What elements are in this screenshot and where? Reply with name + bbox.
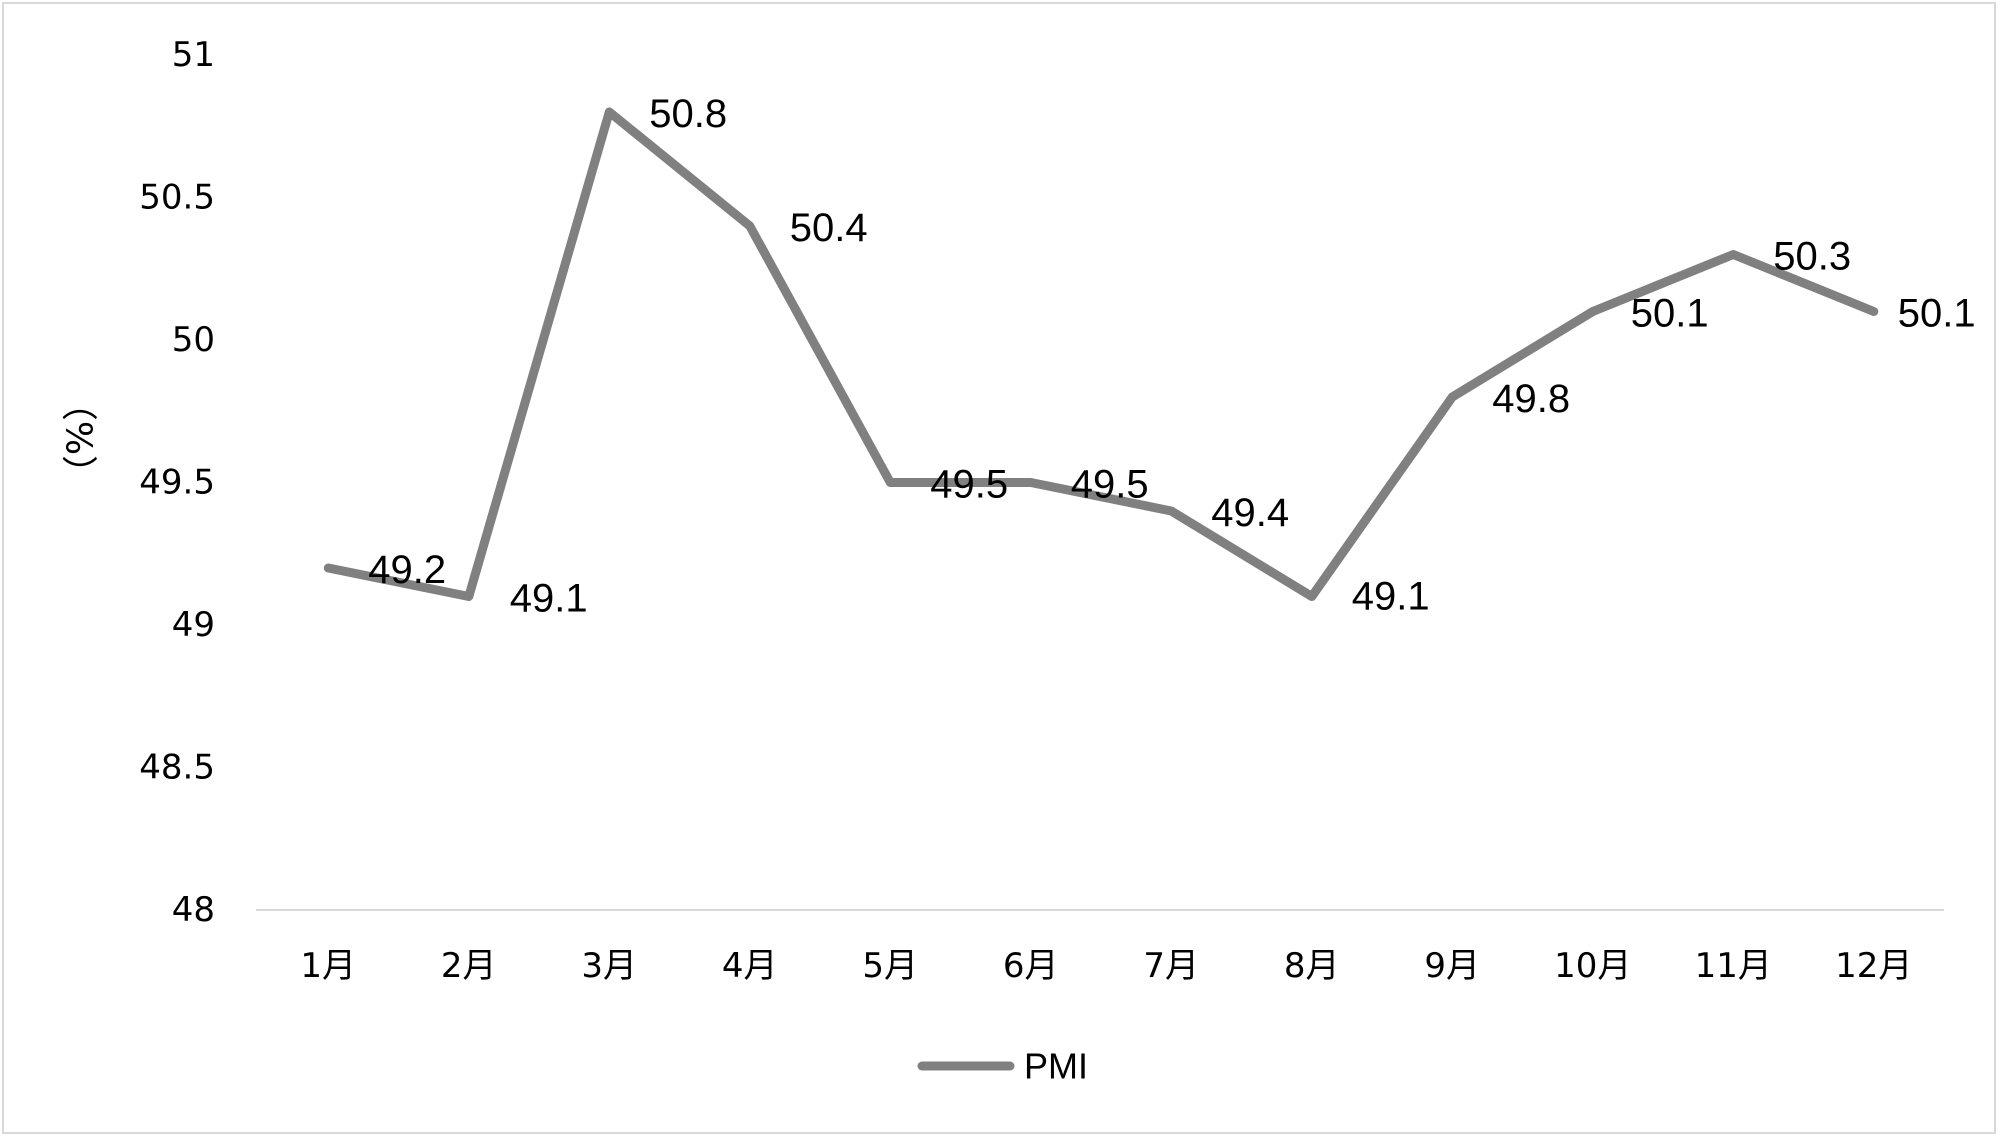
data-labels: 49.2 49.1 50.8 50.4 49.5 49.5 49.4 49.1 49.8 50.1… bbox=[368, 92, 1975, 621]
data-label: 50.3 bbox=[1773, 235, 1851, 279]
x-tick-label: 7月 bbox=[1143, 946, 1199, 986]
x-tick-label: 2月 bbox=[441, 946, 497, 986]
x-axis-tick-labels: 1月 2月 3月 4月 5月 6月 7月 8月 9月 10月 11月 12月 bbox=[300, 946, 1912, 986]
data-label: 50.1 bbox=[1631, 292, 1709, 336]
y-tick-label: 50 bbox=[172, 320, 215, 360]
x-tick-label: 12月 bbox=[1835, 946, 1912, 986]
x-tick-label: 9月 bbox=[1424, 946, 1480, 986]
data-label: 49.8 bbox=[1492, 377, 1570, 421]
x-tick-label: 5月 bbox=[862, 946, 918, 986]
y-tick-label: 48.5 bbox=[139, 748, 215, 788]
legend: PMI bbox=[917, 1046, 1088, 1087]
data-label: 49.1 bbox=[1352, 575, 1430, 619]
y-tick-label: 50.5 bbox=[139, 178, 215, 218]
x-tick-label: 6月 bbox=[1003, 946, 1059, 986]
y-tick-label: 49 bbox=[172, 605, 215, 645]
y-axis-tick-labels: 48 48.5 49 49.5 50 50.5 51 bbox=[139, 35, 215, 930]
data-label: 49.2 bbox=[368, 548, 446, 592]
data-label: 50.8 bbox=[649, 92, 727, 136]
y-tick-label: 51 bbox=[172, 35, 215, 75]
data-label: 49.5 bbox=[930, 463, 1008, 507]
x-tick-label: 1月 bbox=[300, 946, 356, 986]
x-tick-label: 4月 bbox=[722, 946, 778, 986]
series-line-pmi bbox=[323, 107, 1879, 601]
y-tick-label: 49.5 bbox=[139, 463, 215, 503]
data-label: 49.4 bbox=[1211, 491, 1289, 535]
y-axis-title: （%） bbox=[58, 385, 99, 491]
y-tick-label: 48 bbox=[172, 890, 215, 930]
x-tick-label: 10月 bbox=[1554, 946, 1631, 986]
legend-label-pmi: PMI bbox=[1024, 1046, 1088, 1087]
data-label: 50.1 bbox=[1898, 292, 1976, 336]
data-label: 49.1 bbox=[510, 577, 588, 621]
x-tick-label: 8月 bbox=[1284, 946, 1340, 986]
x-tick-label: 11月 bbox=[1695, 946, 1772, 986]
x-tick-label: 3月 bbox=[581, 946, 637, 986]
data-label: 49.5 bbox=[1071, 463, 1149, 507]
data-label: 50.4 bbox=[790, 206, 868, 250]
